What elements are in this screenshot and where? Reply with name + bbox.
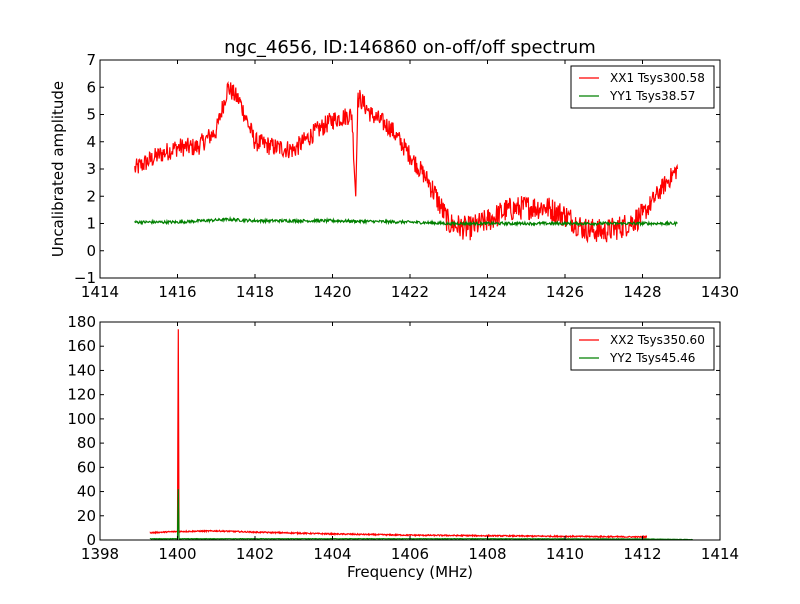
x-tick-label: 1400	[158, 545, 196, 563]
legend: XX2 Tsys350.60 YY2 Tsys45.46	[570, 327, 715, 371]
y-tick-label: −1	[74, 269, 96, 287]
y-tick-label: 5	[86, 106, 96, 124]
x-tick-label: 1430	[701, 283, 739, 301]
x-tick-label: 1410	[546, 545, 584, 563]
y-tick-label: 0	[86, 242, 96, 260]
y-tick-label: 140	[67, 361, 96, 379]
legend-label: YY2 Tsys45.46	[609, 351, 695, 365]
x-tick-label: 1404	[313, 545, 351, 563]
legend-label: XX2 Tsys350.60	[610, 333, 705, 347]
x-tick-label: 1408	[468, 545, 506, 563]
series-line-xx2	[149, 329, 648, 539]
y-tick-label: 2	[86, 187, 96, 205]
series-line-yy1	[134, 215, 678, 228]
x-tick-label: 1406	[391, 545, 429, 563]
x-tick-label: 1398	[81, 545, 119, 563]
y-tick-label: 3	[86, 160, 96, 178]
legend: XX1 Tsys300.58 YY1 Tsys38.57	[570, 65, 715, 109]
y-tick-label: 20	[77, 507, 96, 525]
y-tick-label: 4	[86, 133, 96, 151]
x-tick-label: 1414	[701, 545, 739, 563]
y-axis-label: Uncalibrated amplitude	[49, 81, 67, 257]
x-tick-label: 1402	[236, 545, 274, 563]
y-tick-label: 40	[77, 483, 96, 501]
series-line-xx1	[134, 81, 678, 244]
x-tick-label: 1424	[468, 283, 506, 301]
x-tick-label: 1418	[236, 283, 274, 301]
x-tick-label: 1414	[81, 283, 119, 301]
y-tick-label: 7	[86, 51, 96, 69]
x-tick-label: 1416	[158, 283, 196, 301]
top-plot: 1414 1416 1418 1420 1422 1424 1426 1428 1430−101…	[74, 51, 739, 301]
chart-title: ngc_4656, ID:146860 on-off/off spectrum	[224, 37, 596, 58]
y-tick-label: 80	[77, 434, 96, 452]
series-line-yy2	[149, 489, 694, 540]
x-axis-label: Frequency (MHz)	[347, 563, 473, 581]
y-tick-label: 6	[86, 78, 96, 96]
bottom-plot: 1398 1400 1402 1404 1406 1408 1410 1412 1414 0 20 4…	[67, 313, 739, 563]
legend-label: YY1 Tsys38.57	[609, 89, 695, 103]
y-tick-label: 60	[77, 458, 96, 476]
legend-box	[570, 327, 715, 371]
y-tick-label: 160	[67, 337, 96, 355]
x-tick-label: 1412	[623, 545, 661, 563]
x-tick-label: 1420	[313, 283, 351, 301]
x-tick-label: 1428	[623, 283, 661, 301]
y-tick-label: 0	[86, 531, 96, 549]
y-tick-label: 180	[67, 313, 96, 331]
x-tick-label: 1422	[391, 283, 429, 301]
y-tick-label: 120	[67, 386, 96, 404]
y-tick-label: 100	[67, 410, 96, 428]
x-tick-label: 1426	[546, 283, 584, 301]
y-tick-label: 1	[86, 215, 96, 233]
legend-label: XX1 Tsys300.58	[610, 71, 705, 85]
legend-box	[570, 65, 715, 109]
